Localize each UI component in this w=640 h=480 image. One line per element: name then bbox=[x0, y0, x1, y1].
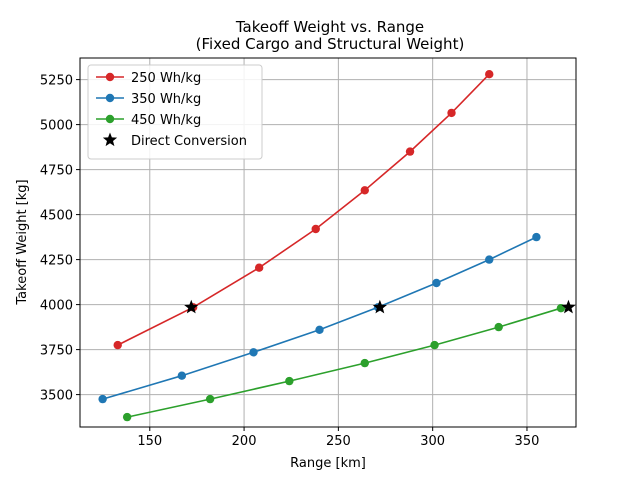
x-axis-label: Range [km] bbox=[290, 456, 366, 471]
chart-title: Takeoff Weight vs. Range bbox=[235, 18, 424, 36]
y-tick-label: 4000 bbox=[40, 299, 73, 314]
series-layer bbox=[98, 70, 576, 422]
y-tick-label: 4250 bbox=[40, 254, 73, 269]
star-marker bbox=[372, 299, 387, 314]
y-tick-label: 3750 bbox=[40, 344, 73, 359]
x-tick-label: 200 bbox=[232, 434, 257, 449]
legend: 250 Wh/kg 350 Wh/kg 450 Wh/kg Direct Conver… bbox=[87, 64, 263, 160]
legend-item: 350 Wh/kg bbox=[96, 92, 201, 107]
data-point bbox=[405, 147, 415, 156]
data-point bbox=[360, 186, 369, 195]
legend-label: 350 Wh/kg bbox=[131, 92, 201, 107]
y-axis-label: Takeoff Weight [kg] bbox=[15, 179, 30, 305]
star-marker bbox=[184, 299, 199, 314]
legend-item: 250 Wh/kg bbox=[96, 71, 201, 86]
data-point bbox=[249, 348, 258, 357]
data-point bbox=[532, 232, 541, 242]
legend-marker bbox=[105, 72, 115, 82]
plot-frame bbox=[79, 57, 577, 428]
data-point bbox=[205, 394, 215, 404]
x-tick-label: 150 bbox=[137, 434, 162, 449]
data-point bbox=[113, 340, 122, 350]
legend-box bbox=[87, 64, 263, 160]
series-line bbox=[102, 236, 537, 400]
legend-marker bbox=[105, 93, 115, 103]
legend-marker bbox=[102, 132, 118, 147]
data-point bbox=[98, 394, 107, 404]
data-point bbox=[315, 325, 324, 334]
legend-item: 450 Wh/kg bbox=[96, 113, 201, 128]
x-tick-label: 300 bbox=[420, 434, 445, 449]
y-tick-label: 4500 bbox=[40, 209, 73, 224]
legend-marker bbox=[105, 114, 115, 124]
y-tick-label: 5250 bbox=[40, 74, 73, 89]
y-tick-label: 5000 bbox=[40, 119, 73, 134]
grid-layer bbox=[80, 58, 576, 427]
chart-subtitle: (Fixed Cargo and Structural Weight) bbox=[196, 35, 465, 53]
legend-item: Direct Conversion bbox=[102, 132, 247, 149]
data-point bbox=[485, 255, 494, 264]
data-point bbox=[360, 358, 369, 368]
series-250-wh-kg bbox=[113, 70, 494, 350]
data-point bbox=[285, 376, 294, 386]
data-point bbox=[447, 108, 456, 118]
star-marker bbox=[561, 299, 576, 314]
y-tick-label: 3500 bbox=[40, 389, 73, 404]
legend-label: 250 Wh/kg bbox=[131, 71, 201, 86]
series-direct-conversion bbox=[184, 299, 576, 314]
data-point bbox=[485, 70, 494, 79]
y-tick-label: 4750 bbox=[40, 164, 73, 179]
data-point bbox=[254, 263, 264, 272]
data-point bbox=[432, 278, 441, 288]
series-450-wh-kg bbox=[122, 304, 566, 422]
series-line bbox=[117, 73, 490, 346]
legend-label: 450 Wh/kg bbox=[131, 113, 201, 128]
data-point bbox=[430, 340, 439, 350]
x-tick-label: 250 bbox=[326, 434, 351, 449]
tick-layer: 150 200 250 300 350 3500 3750 4000 4250 4500 4750 5… bbox=[40, 74, 539, 449]
legend-label: Direct Conversion bbox=[131, 134, 247, 149]
data-point bbox=[122, 412, 132, 422]
data-point bbox=[177, 371, 187, 380]
x-tick-label: 350 bbox=[515, 434, 540, 449]
data-point bbox=[494, 322, 503, 332]
data-point bbox=[311, 224, 320, 234]
